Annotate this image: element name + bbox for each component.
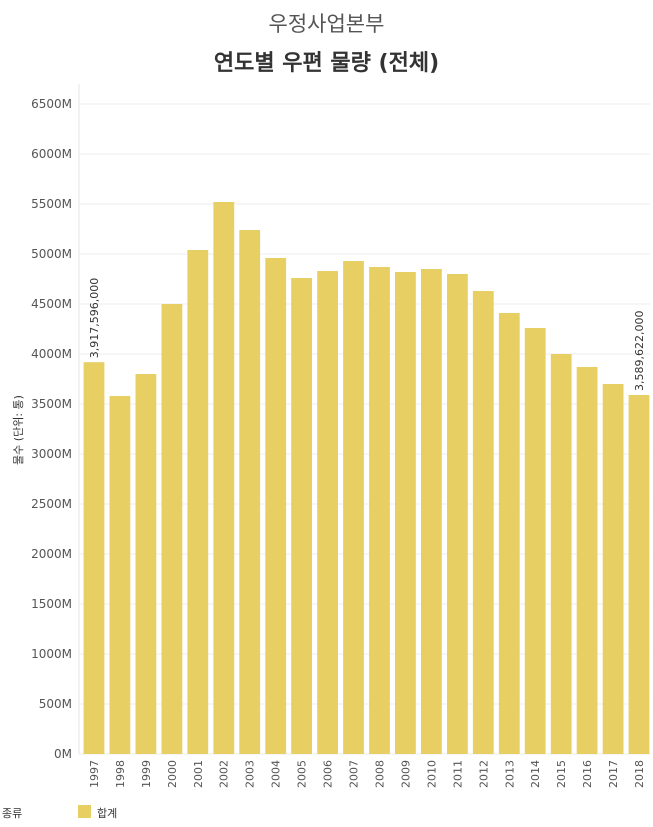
x-tick-label: 2012 — [477, 760, 490, 788]
x-tick-label: 2008 — [374, 760, 387, 788]
data-label: 3,917,596,000 — [88, 278, 101, 358]
bar-2000[interactable] — [161, 304, 183, 754]
x-tick-label: 2004 — [270, 760, 283, 788]
bar-2005[interactable] — [291, 278, 312, 754]
legend-title: 종류 — [2, 807, 23, 820]
y-tick-label: 6500M — [31, 97, 72, 111]
bar-2009[interactable] — [395, 272, 416, 754]
bar-chart: 0M 500M 1000M 1500M 2000M 2500M 3000M 3500M 4000… — [31, 84, 650, 788]
x-tick-label: 2014 — [529, 760, 542, 788]
y-tick-label: 4500M — [31, 297, 72, 311]
y-tick-label: 3000M — [31, 447, 72, 461]
bar-2015[interactable] — [550, 354, 572, 754]
y-tick-label: 2500M — [31, 497, 72, 511]
y-axis-ticks: 0M 500M 1000M 1500M 2000M 2500M 3000M 3500M 4000… — [31, 97, 72, 761]
x-axis-ticks: 1997 1998 1999 2000 2001 2002 2003 2004 2005 2006… — [88, 760, 646, 788]
bar-2014[interactable] — [524, 328, 546, 754]
x-tick-label: 2013 — [503, 760, 516, 788]
y-tick-label: 1500M — [31, 597, 72, 611]
bar-1999[interactable] — [135, 374, 157, 754]
bar-1997[interactable] — [83, 362, 105, 754]
x-tick-label: 2001 — [192, 760, 205, 788]
x-tick-label: 2010 — [425, 760, 438, 788]
x-tick-label: 2016 — [581, 760, 594, 788]
y-tick-label: 2000M — [31, 547, 72, 561]
x-tick-label: 1999 — [140, 760, 153, 788]
x-tick-label: 2003 — [244, 760, 257, 788]
y-tick-label: 5500M — [31, 197, 72, 211]
bars — [83, 202, 650, 754]
y-axis-label: 물수 (단위: 통) — [12, 395, 25, 465]
bar-2012[interactable] — [472, 291, 494, 754]
y-tick-label: 3500M — [31, 397, 72, 411]
y-tick-label: 6000M — [31, 147, 72, 161]
bar-2017[interactable] — [602, 384, 624, 754]
x-tick-label: 2011 — [451, 760, 464, 788]
x-tick-label: 2018 — [633, 760, 646, 788]
chart-subtitle: 우정사업본부 — [268, 12, 385, 36]
x-tick-label: 1998 — [114, 760, 127, 788]
bar-2016[interactable] — [576, 367, 598, 754]
chart-title: 연도별 우편 물량 (전체) — [213, 51, 440, 76]
x-tick-label: 2006 — [322, 760, 335, 788]
x-tick-label: 1997 — [88, 760, 101, 788]
bar-2004[interactable] — [265, 258, 287, 754]
x-tick-label: 2007 — [348, 760, 361, 788]
x-tick-label: 2002 — [218, 760, 231, 788]
bar-2003[interactable] — [239, 230, 261, 754]
y-tick-label: 500M — [39, 697, 72, 711]
bar-2018[interactable] — [628, 395, 650, 754]
legend-label[interactable]: 합계 — [97, 807, 118, 820]
bar-1998[interactable] — [109, 396, 131, 754]
data-label: 3,589,622,000 — [633, 311, 646, 391]
bar-2006[interactable] — [317, 271, 338, 754]
x-tick-label: 2017 — [607, 760, 620, 788]
bar-2010[interactable] — [421, 269, 442, 754]
x-tick-label: 2000 — [166, 760, 179, 788]
y-tick-label: 0M — [54, 747, 72, 761]
legend: 종류 합계 — [0, 804, 653, 824]
bar-2008[interactable] — [369, 267, 390, 754]
bar-2001[interactable] — [187, 250, 209, 754]
y-tick-label: 5000M — [31, 247, 72, 261]
x-tick-label: 2009 — [399, 760, 412, 788]
bar-2007[interactable] — [343, 261, 364, 754]
annotations: 3,917,596,000 3,589,622,000 — [88, 278, 646, 391]
legend-swatch[interactable] — [78, 805, 91, 818]
x-tick-label: 2015 — [555, 760, 568, 788]
bar-2002[interactable] — [213, 202, 235, 754]
y-tick-label: 1000M — [31, 647, 72, 661]
x-tick-label: 2005 — [296, 760, 309, 788]
bar-2013[interactable] — [498, 313, 520, 754]
y-tick-label: 4000M — [31, 347, 72, 361]
bar-2011[interactable] — [447, 274, 468, 754]
